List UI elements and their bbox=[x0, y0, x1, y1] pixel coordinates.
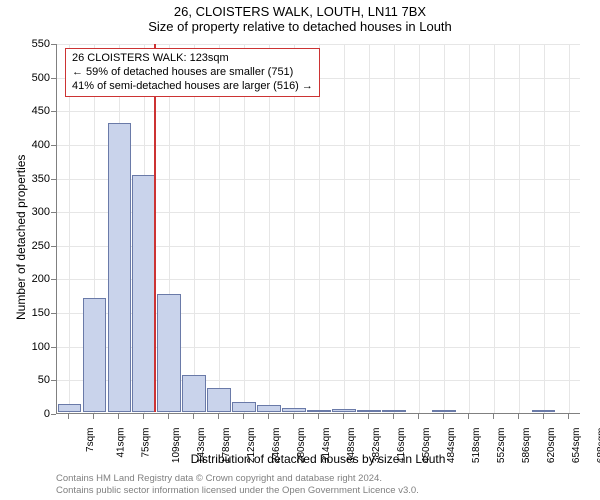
bar bbox=[532, 410, 556, 412]
x-tick-label: 620sqm bbox=[546, 428, 557, 464]
x-tick-label: 382sqm bbox=[371, 428, 382, 464]
x-tick-label: 143sqm bbox=[196, 428, 207, 464]
bar bbox=[307, 410, 331, 412]
annotation-line: ← 59% of detached houses are smaller (75… bbox=[72, 66, 313, 80]
x-tick-label: 416sqm bbox=[396, 428, 407, 464]
annotation-line: 41% of semi-detached houses are larger (… bbox=[72, 80, 313, 94]
bar bbox=[432, 410, 456, 412]
y-tick-label: 250 bbox=[32, 240, 50, 252]
bar bbox=[257, 405, 281, 412]
y-axis-label: Number of detached properties bbox=[14, 155, 28, 320]
bar bbox=[132, 175, 156, 412]
x-tick-label: 518sqm bbox=[471, 428, 482, 464]
bar bbox=[182, 375, 206, 412]
y-tick-label: 50 bbox=[38, 374, 50, 386]
x-tick-label: 450sqm bbox=[421, 428, 432, 464]
bar bbox=[58, 404, 82, 412]
x-tick-label: 41sqm bbox=[116, 428, 127, 458]
footer-line-2: Contains public sector information licen… bbox=[56, 485, 419, 496]
reference-line bbox=[154, 44, 156, 412]
bar bbox=[382, 410, 406, 412]
y-tick-label: 300 bbox=[32, 206, 50, 218]
x-tick-label: 212sqm bbox=[246, 428, 257, 464]
y-tick-label: 100 bbox=[32, 341, 50, 353]
title-line-1: 26, CLOISTERS WALK, LOUTH, LN11 7BX bbox=[0, 4, 600, 19]
bar bbox=[232, 402, 256, 412]
y-tick-label: 350 bbox=[32, 173, 50, 185]
bar bbox=[83, 298, 107, 412]
y-tick-label: 500 bbox=[32, 72, 50, 84]
annotation-line: 26 CLOISTERS WALK: 123sqm bbox=[72, 52, 313, 66]
bar bbox=[207, 388, 231, 412]
x-tick-label: 348sqm bbox=[346, 428, 357, 464]
x-tick-label: 586sqm bbox=[521, 428, 532, 464]
x-tick-label: 178sqm bbox=[221, 428, 232, 464]
x-tick-label: 246sqm bbox=[271, 428, 282, 464]
bars bbox=[57, 44, 580, 413]
x-tick-label: 484sqm bbox=[446, 428, 457, 464]
bar bbox=[332, 409, 356, 412]
x-tick-label: 109sqm bbox=[171, 428, 182, 464]
x-tick-label: 75sqm bbox=[141, 428, 152, 458]
x-tick-label: 552sqm bbox=[496, 428, 507, 464]
title-block: 26, CLOISTERS WALK, LOUTH, LN11 7BX Size… bbox=[0, 0, 600, 34]
x-tick-label: 688sqm bbox=[596, 428, 600, 464]
y-tick-label: 200 bbox=[32, 273, 50, 285]
footer: Contains HM Land Registry data © Crown c… bbox=[56, 473, 419, 496]
y-tick-label: 450 bbox=[32, 105, 50, 117]
y-tick-label: 550 bbox=[32, 38, 50, 50]
y-tick-label: 400 bbox=[32, 139, 50, 151]
plot: 26 CLOISTERS WALK: 123sqm← 59% of detach… bbox=[56, 44, 580, 414]
annotation-box: 26 CLOISTERS WALK: 123sqm← 59% of detach… bbox=[65, 48, 320, 97]
footer-line-1: Contains HM Land Registry data © Crown c… bbox=[56, 473, 419, 484]
bar bbox=[282, 408, 306, 412]
y-tick-label: 150 bbox=[32, 307, 50, 319]
x-tick-label: 7sqm bbox=[85, 428, 96, 452]
chart-area: 26 CLOISTERS WALK: 123sqm← 59% of detach… bbox=[56, 44, 580, 414]
x-tick-label: 654sqm bbox=[571, 428, 582, 464]
y-tick-label: 0 bbox=[44, 408, 50, 420]
chart-container: 26, CLOISTERS WALK, LOUTH, LN11 7BX Size… bbox=[0, 0, 600, 500]
x-tick-label: 280sqm bbox=[296, 428, 307, 464]
bar bbox=[157, 294, 181, 412]
bar bbox=[357, 410, 381, 412]
bar bbox=[108, 123, 132, 412]
title-line-2: Size of property relative to detached ho… bbox=[0, 19, 600, 34]
x-tick-label: 314sqm bbox=[321, 428, 332, 464]
